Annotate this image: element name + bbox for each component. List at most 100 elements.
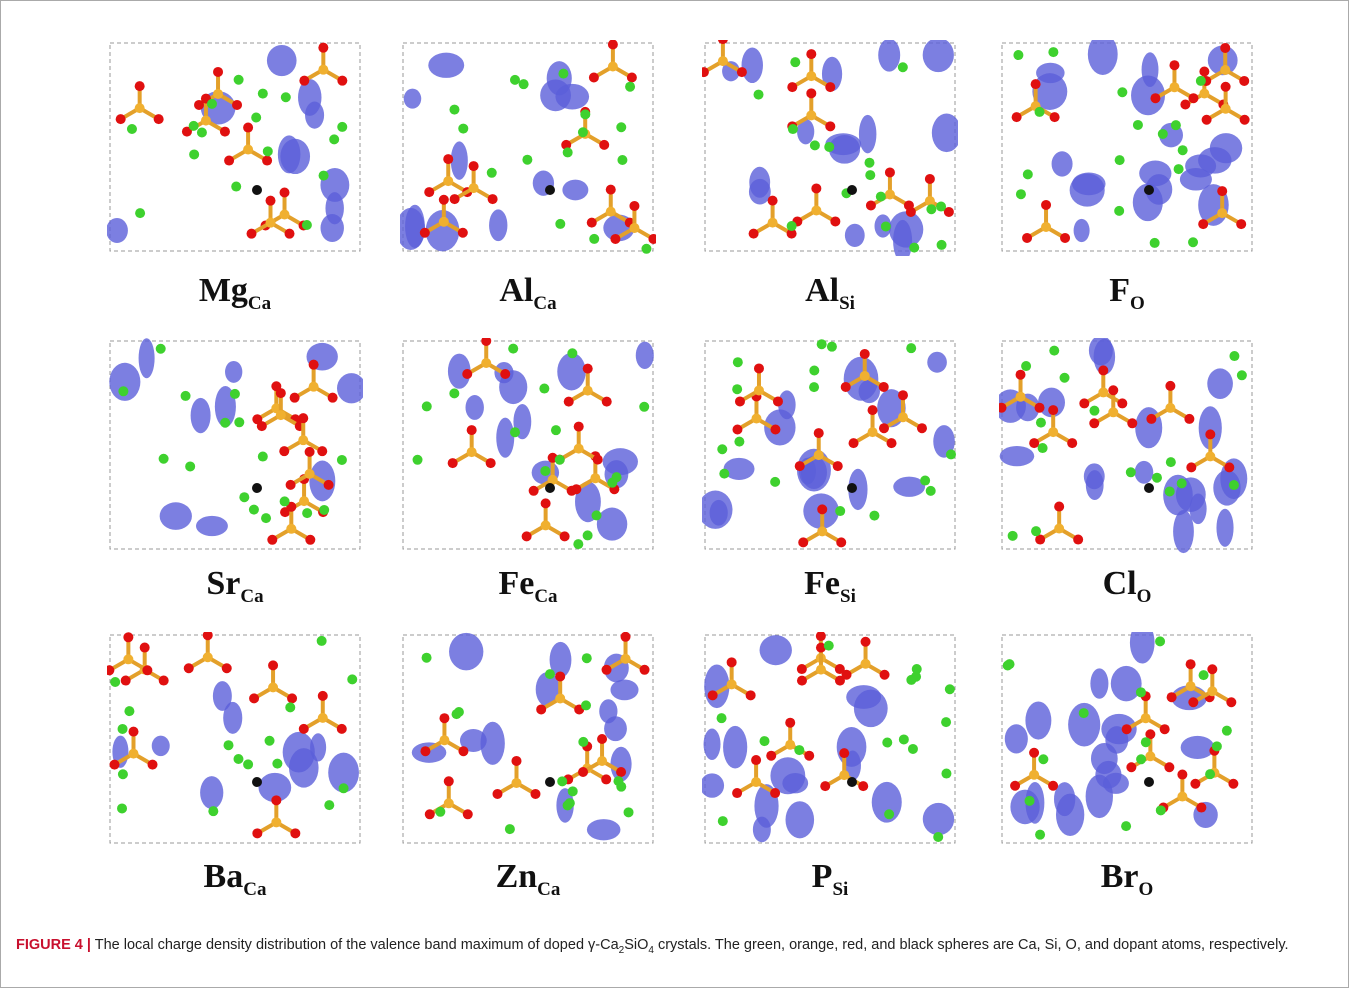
o-atom <box>337 724 347 734</box>
si-atom <box>305 469 315 479</box>
o-atom <box>1012 112 1022 122</box>
o-atom <box>1122 724 1132 734</box>
ca-atom <box>230 389 240 399</box>
si-atom <box>629 223 639 233</box>
ca-atom <box>937 240 947 250</box>
dopant-symbol: Ba <box>204 858 244 895</box>
o-atom <box>1190 779 1200 789</box>
o-atom <box>1164 762 1174 772</box>
density-blob <box>1190 493 1207 524</box>
ca-atom <box>285 702 295 712</box>
si-atom <box>123 654 133 664</box>
ca-atom <box>578 737 588 747</box>
density-blob <box>196 516 228 536</box>
o-atom <box>727 657 737 667</box>
o-atom <box>825 82 835 92</box>
o-atom <box>463 809 473 819</box>
structure-panel <box>702 338 958 554</box>
density-blob <box>742 48 763 84</box>
si-atom <box>276 410 286 420</box>
o-atom <box>425 809 435 819</box>
ca-atom <box>220 418 230 428</box>
ca-atom <box>718 816 728 826</box>
o-atom <box>262 156 272 166</box>
dopant-symbol: Zn <box>496 858 538 895</box>
ca-atom <box>551 425 561 435</box>
density-blob <box>1091 743 1118 774</box>
ca-atom <box>912 664 922 674</box>
ca-atom <box>717 444 727 454</box>
density-blob <box>1086 775 1113 819</box>
ca-atom <box>941 769 951 779</box>
structure-image <box>999 632 1255 848</box>
ca-atom <box>555 455 565 465</box>
o-atom <box>608 40 618 50</box>
ca-atom <box>197 127 207 137</box>
panel-label: ZnCa <box>388 858 668 901</box>
density-blob <box>1088 40 1118 75</box>
o-atom <box>1048 781 1058 791</box>
structure-panel <box>107 632 363 848</box>
si-atom <box>1108 407 1118 417</box>
ca-atom <box>207 99 217 109</box>
o-atom <box>267 535 277 545</box>
ca-atom <box>920 476 930 486</box>
density-blob <box>636 342 654 369</box>
ca-atom <box>1016 189 1026 199</box>
ca-atom <box>936 202 946 212</box>
ca-atom <box>1038 754 1048 764</box>
ca-atom <box>422 401 432 411</box>
o-atom <box>1031 79 1041 89</box>
density-blob <box>321 214 344 242</box>
density-blob <box>1036 63 1065 83</box>
ca-atom <box>233 754 243 764</box>
o-atom <box>1048 405 1058 415</box>
ca-atom <box>909 243 919 253</box>
o-atom <box>1228 779 1238 789</box>
o-atom <box>317 446 327 456</box>
panel-label: PSi <box>690 858 970 901</box>
si-atom <box>925 196 935 206</box>
o-atom <box>290 828 300 838</box>
o-atom <box>746 690 756 700</box>
o-atom <box>249 693 259 703</box>
panel-label: MgCa <box>95 272 375 315</box>
caption-text: SiO <box>624 937 648 953</box>
ca-atom <box>583 530 593 540</box>
o-atom <box>1226 697 1236 707</box>
si-atom <box>606 207 616 217</box>
o-atom <box>1165 381 1175 391</box>
ca-atom <box>135 208 145 218</box>
o-atom <box>1117 398 1127 408</box>
density-blob <box>267 45 297 76</box>
si-atom <box>555 693 565 703</box>
o-atom <box>458 746 468 756</box>
density-blob <box>191 398 211 433</box>
o-atom <box>148 760 158 770</box>
o-atom <box>142 665 152 675</box>
density-blob <box>1052 151 1073 176</box>
ca-atom <box>809 382 819 392</box>
ca-atom <box>906 343 916 353</box>
panel-label: FO <box>987 272 1267 315</box>
ca-atom <box>1089 406 1099 416</box>
ca-atom <box>1212 741 1222 751</box>
ca-atom <box>625 82 635 92</box>
o-atom <box>522 531 532 541</box>
density-blob <box>1070 174 1105 207</box>
ca-atom <box>189 149 199 159</box>
density-blob <box>932 114 958 153</box>
o-atom <box>1217 186 1227 196</box>
dopant-atom <box>252 185 262 195</box>
o-atom <box>589 73 599 83</box>
ca-atom <box>794 745 804 755</box>
density-blob <box>152 736 170 757</box>
dopant-symbol: Sr <box>206 565 240 602</box>
o-atom <box>898 390 908 400</box>
dopant-atom <box>1144 777 1154 787</box>
ca-atom <box>118 769 128 779</box>
density-blob <box>428 53 464 78</box>
ca-atom <box>1025 796 1035 806</box>
ca-atom <box>567 348 577 358</box>
si-atom <box>1145 751 1155 761</box>
